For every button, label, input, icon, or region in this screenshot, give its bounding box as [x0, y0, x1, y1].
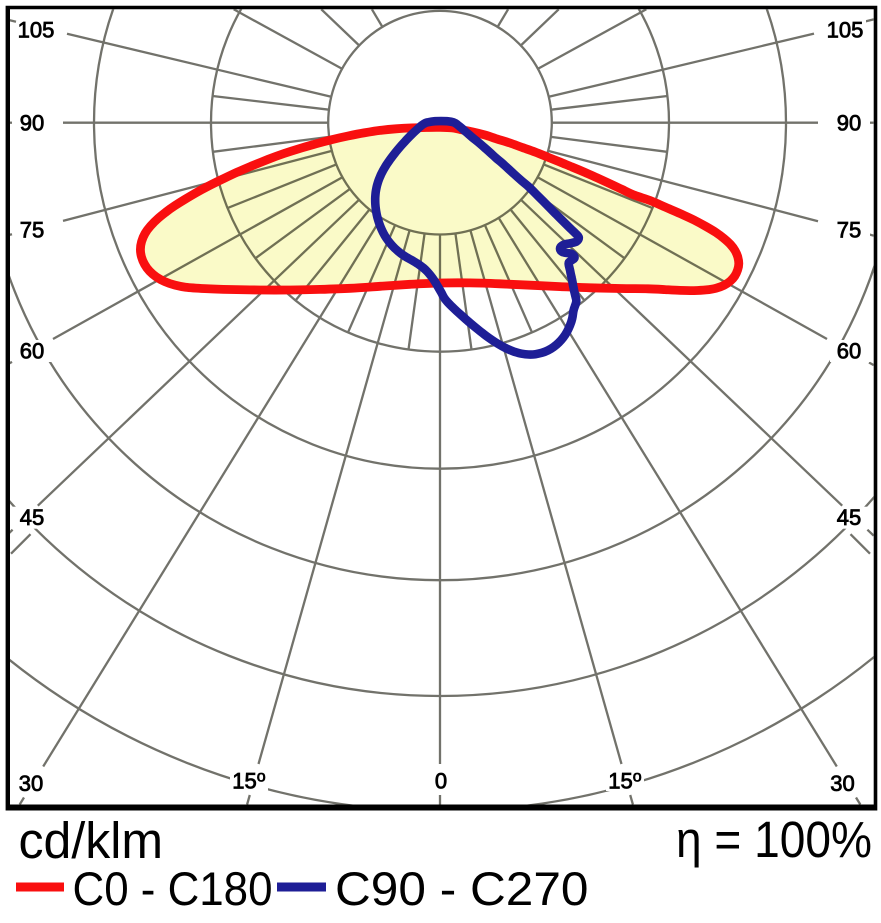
svg-text:90: 90 [20, 111, 44, 136]
svg-text:105: 105 [18, 18, 55, 43]
svg-text:η = 100%: η = 100% [676, 811, 872, 868]
svg-text:105: 105 [827, 18, 864, 43]
svg-text:90: 90 [837, 111, 861, 136]
svg-text:75: 75 [20, 218, 44, 243]
svg-text:30: 30 [830, 771, 854, 796]
svg-text:60: 60 [837, 339, 861, 364]
svg-text:C0 - C180: C0 - C180 [73, 862, 273, 915]
svg-text:cd/klm: cd/klm [19, 812, 164, 869]
svg-text:C90 - C270: C90 - C270 [335, 862, 589, 915]
svg-text:45: 45 [837, 505, 861, 530]
svg-text:30: 30 [19, 771, 43, 796]
svg-text:0: 0 [435, 769, 447, 794]
svg-text:45: 45 [20, 505, 44, 530]
svg-text:60: 60 [20, 339, 44, 364]
svg-text:75: 75 [837, 218, 861, 243]
